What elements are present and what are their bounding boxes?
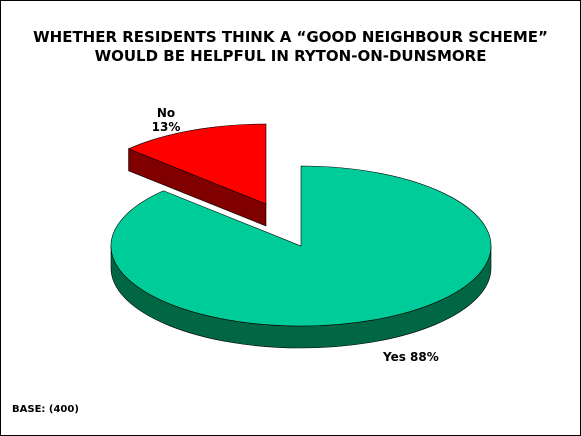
slice-yes [110, 165, 492, 327]
chart-title-line-2: WOULD BE HELPFUL IN RYTON-ON-DUNSMORE [94, 47, 487, 65]
base-note: BASE: (400) [12, 404, 79, 415]
pie-layer [110, 123, 492, 349]
slice-label-yes: Yes 88% [383, 350, 439, 364]
slice-label-no-name: No [156, 106, 176, 120]
chart-title: WHETHER RESIDENTS THINK A “GOOD NEIGHBOU… [0, 28, 581, 66]
slice-label-no-pct: 13% [151, 120, 181, 134]
slice-no [127, 123, 267, 205]
chart-title-line-1: WHETHER RESIDENTS THINK A “GOOD NEIGHBOU… [33, 28, 548, 46]
slice-label-no: No 13% [140, 106, 192, 134]
